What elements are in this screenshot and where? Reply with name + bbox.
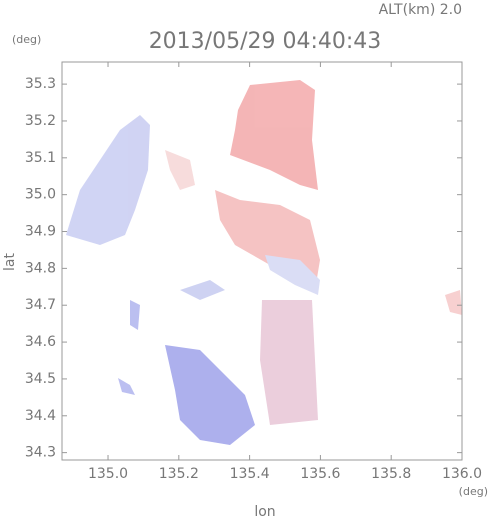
- echo-region: [260, 300, 318, 425]
- x-tick-label: 135.6: [300, 466, 340, 482]
- x-tick-label: 135.8: [371, 466, 411, 482]
- y-tick-label: 35.3: [25, 76, 56, 92]
- y-unit: (deg): [12, 33, 41, 46]
- y-tick-label: 34.7: [25, 297, 56, 313]
- y-tick-label: 34.5: [25, 371, 56, 387]
- x-tick-label: 135.2: [159, 466, 199, 482]
- y-axis-label: lat: [2, 253, 18, 271]
- y-tick-label: 34.6: [25, 334, 56, 350]
- y-tick-label: 34.9: [25, 224, 56, 240]
- echo-region: [265, 255, 320, 295]
- echo-regions: [66, 80, 462, 445]
- chart-title: 2013/05/29 04:40:43: [149, 29, 382, 54]
- x-unit: (deg): [459, 485, 488, 498]
- echo-region: [165, 345, 255, 445]
- x-tick-label: 136.0: [442, 466, 482, 482]
- echo-region: [445, 290, 462, 315]
- x-axis-label: lon: [254, 504, 275, 520]
- echo-region: [66, 115, 150, 245]
- y-tick-label: 35.2: [25, 113, 56, 129]
- x-tick-label: 135.4: [230, 466, 270, 482]
- echo-region: [165, 150, 195, 190]
- y-tick-label: 34.3: [25, 445, 56, 461]
- y-tick-label: 35.0: [25, 187, 56, 203]
- plot-frame: [61, 61, 463, 461]
- echo-region: [180, 280, 225, 300]
- x-tick-label: 135.0: [88, 466, 128, 482]
- altitude-label: ALT(km) 2.0: [379, 2, 462, 18]
- echo-region: [118, 378, 135, 395]
- y-tick-label: 34.4: [25, 408, 56, 424]
- y-tick-label: 34.8: [25, 260, 56, 276]
- echo-region: [230, 80, 318, 190]
- echo-region: [130, 300, 140, 330]
- y-tick-label: 35.1: [25, 150, 56, 166]
